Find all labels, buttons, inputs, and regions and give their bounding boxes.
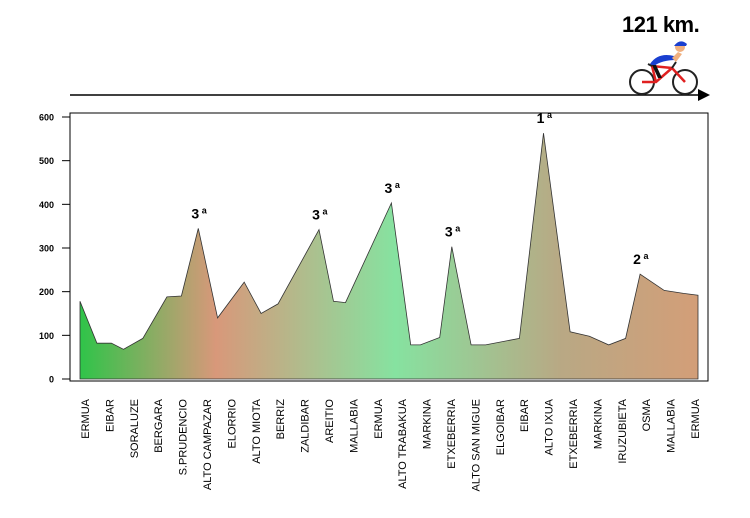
x-tick-label: ETXEBERRIA xyxy=(446,398,458,468)
x-tick-label: MARKINA xyxy=(422,398,434,449)
x-tick-label: ALTO SAN MIGUE xyxy=(470,399,482,492)
x-tick-label: ELORRIO xyxy=(226,399,238,449)
x-tick-label: MALLABIA xyxy=(666,398,678,452)
x-tick-label: BERRIZ xyxy=(275,399,287,440)
x-tick-label: IRUZUBIETA xyxy=(617,398,629,463)
y-tick-label: 0 xyxy=(49,375,54,385)
climb-category-suffix: a xyxy=(202,205,208,215)
x-axis: ERMUA EIBAR SORALUZE BERGARA S.PRUDENCIO ALTO… xyxy=(80,398,702,491)
x-tick-label: ALTO CAMPAZAR xyxy=(202,399,214,490)
x-tick-label: AREITIO xyxy=(324,399,336,443)
course-arrow-head xyxy=(698,89,710,101)
x-tick-label: ERMUA xyxy=(80,398,92,438)
climb-labels: 3 a 3 a3 a3 a1 a2 a xyxy=(191,110,649,267)
climb-category-suffix: a xyxy=(322,207,328,217)
climb-category-suffix: a xyxy=(644,251,650,261)
x-tick-label: EIBAR xyxy=(104,399,116,432)
x-tick-label: OSMA xyxy=(641,398,653,431)
race-distance: 121 km. xyxy=(622,12,700,37)
x-tick-label: ERMUA xyxy=(690,398,702,438)
y-tick-label: 600 xyxy=(39,113,54,123)
elevation-area xyxy=(79,133,699,380)
y-axis: 0 100 200 300 400 500 600 xyxy=(39,113,70,385)
climb-category-suffix: a xyxy=(547,110,553,120)
y-tick-label: 500 xyxy=(39,156,54,166)
cyclist-icon xyxy=(629,41,698,95)
climb-category-suffix: a xyxy=(455,224,461,234)
climb-category: 3 xyxy=(385,180,393,196)
y-tick-label: 300 xyxy=(39,244,54,254)
x-tick-label: S.PRUDENCIO xyxy=(178,399,190,476)
x-tick-label: SORALUZE xyxy=(129,399,141,458)
y-tick-label: 200 xyxy=(39,287,54,297)
climb-category: 1 xyxy=(537,110,545,126)
x-tick-label: ELGOIBAR xyxy=(495,399,507,455)
y-tick-label: 100 xyxy=(39,331,54,341)
x-tick-label: MALLABIA xyxy=(348,398,360,452)
x-tick-label: EIBAR xyxy=(519,399,531,432)
climb-category: 3 xyxy=(191,205,199,221)
climb-category: 3 xyxy=(445,224,453,240)
x-tick-label: ETXEBERRIA xyxy=(568,398,580,468)
x-tick-label: ALTO TRABAKUA xyxy=(397,398,409,489)
x-tick-label: ALTO MIOTA xyxy=(251,398,263,463)
x-tick-label: BERGARA xyxy=(153,398,165,452)
x-tick-label: ZALDIBAR xyxy=(300,399,312,453)
x-tick-label: ALTO IXUA xyxy=(544,398,556,455)
x-tick-label: MARKINA xyxy=(592,398,604,449)
y-tick-label: 400 xyxy=(39,200,54,210)
climb-category: 2 xyxy=(633,251,641,267)
x-tick-label: ERMUA xyxy=(373,398,385,438)
climb-category: 3 xyxy=(312,207,320,223)
climb-category-suffix: a xyxy=(395,180,401,190)
